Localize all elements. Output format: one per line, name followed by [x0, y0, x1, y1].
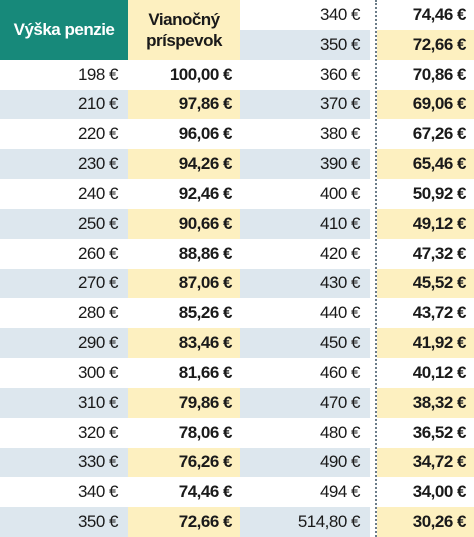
pension-cell: 270 € — [0, 268, 128, 299]
header-bonus-line: príspevok — [146, 31, 222, 50]
pension-cell: 380 € — [240, 119, 370, 150]
bonus-cell: 69,06 € — [377, 89, 474, 120]
bonus-cell: 83,46 € — [128, 328, 240, 358]
bonus-cell: 87,06 € — [128, 268, 240, 299]
pension-cell: 350 € — [240, 29, 370, 60]
bonus-cell: 92,46 € — [128, 179, 240, 209]
bonus-cell: 94,26 € — [128, 149, 240, 179]
pension-cell: 450 € — [240, 328, 370, 358]
pension-cell: 350 € — [0, 507, 128, 537]
pension-cell: 260 € — [0, 238, 128, 269]
pension-cell: 250 € — [0, 208, 128, 239]
bonus-cell: 81,66 € — [128, 358, 240, 388]
bonus-cell: 49,12 € — [377, 208, 474, 239]
bonus-cell: 70,86 € — [377, 59, 474, 90]
bonus-cell: 90,66 € — [128, 208, 240, 239]
pension-cell: 230 € — [0, 149, 128, 179]
pension-cell: 198 € — [0, 59, 128, 90]
pension-cell: 494 € — [240, 477, 370, 508]
pension-cell: 360 € — [240, 59, 370, 90]
bonus-cell: 79,86 € — [128, 387, 240, 418]
pension-cell: 420 € — [240, 238, 370, 269]
pension-cell: 370 € — [240, 89, 370, 120]
bonus-cell: 67,26 € — [377, 119, 474, 150]
bonus-cell: 40,12 € — [377, 358, 474, 388]
pension-cell: 470 € — [240, 387, 370, 418]
header-pension: Výška penzie — [0, 0, 128, 60]
pension-cell: 440 € — [240, 298, 370, 329]
pension-cell: 410 € — [240, 208, 370, 239]
pension-cell: 490 € — [240, 447, 370, 478]
pension-cell: 220 € — [0, 119, 128, 150]
pension-cell: 240 € — [0, 179, 128, 209]
pension-cell: 390 € — [240, 149, 370, 179]
pension-cell: 310 € — [0, 387, 128, 418]
pension-cell: 430 € — [240, 268, 370, 299]
pension-cell: 330 € — [0, 447, 128, 478]
bonus-cell: 100,00 € — [128, 59, 240, 90]
bonus-cell: 88,86 € — [128, 238, 240, 269]
column-separator — [375, 0, 377, 537]
bonus-cell: 43,72 € — [377, 298, 474, 329]
pension-cell: 300 € — [0, 358, 128, 388]
header-bonus-line: Vianočný — [148, 10, 220, 29]
pension-cell: 480 € — [240, 417, 370, 448]
bonus-cell: 74,46 € — [128, 477, 240, 508]
bonus-cell: 76,26 € — [128, 447, 240, 478]
bonus-cell: 47,32 € — [377, 238, 474, 269]
pension-cell: 320 € — [0, 417, 128, 448]
bonus-cell: 30,26 € — [377, 507, 474, 537]
bonus-cell: 72,66 € — [377, 29, 474, 60]
pension-cell: 514,80 € — [240, 507, 370, 537]
bonus-cell: 38,32 € — [377, 387, 474, 418]
pension-cell: 210 € — [0, 89, 128, 120]
bonus-cell: 36,52 € — [377, 417, 474, 448]
pension-cell: 340 € — [0, 477, 128, 508]
bonus-cell: 78,06 € — [128, 417, 240, 448]
bonus-cell: 34,00 € — [377, 477, 474, 508]
bonus-cell: 97,86 € — [128, 89, 240, 120]
bonus-cell: 85,26 € — [128, 298, 240, 329]
bonus-cell: 41,92 € — [377, 328, 474, 358]
bonus-cell: 34,72 € — [377, 447, 474, 478]
bonus-cell: 74,46 € — [377, 0, 474, 30]
bonus-cell: 50,92 € — [377, 179, 474, 209]
pension-cell: 400 € — [240, 179, 370, 209]
pension-cell: 460 € — [240, 358, 370, 388]
bonus-cell: 45,52 € — [377, 268, 474, 299]
pension-cell: 290 € — [0, 328, 128, 358]
pension-cell: 340 € — [240, 0, 370, 30]
pension-cell: 280 € — [0, 298, 128, 329]
bonus-cell: 72,66 € — [128, 507, 240, 537]
header-bonus: Vianočný príspevok — [128, 0, 240, 60]
bonus-cell: 96,06 € — [128, 119, 240, 150]
bonus-cell: 65,46 € — [377, 149, 474, 179]
